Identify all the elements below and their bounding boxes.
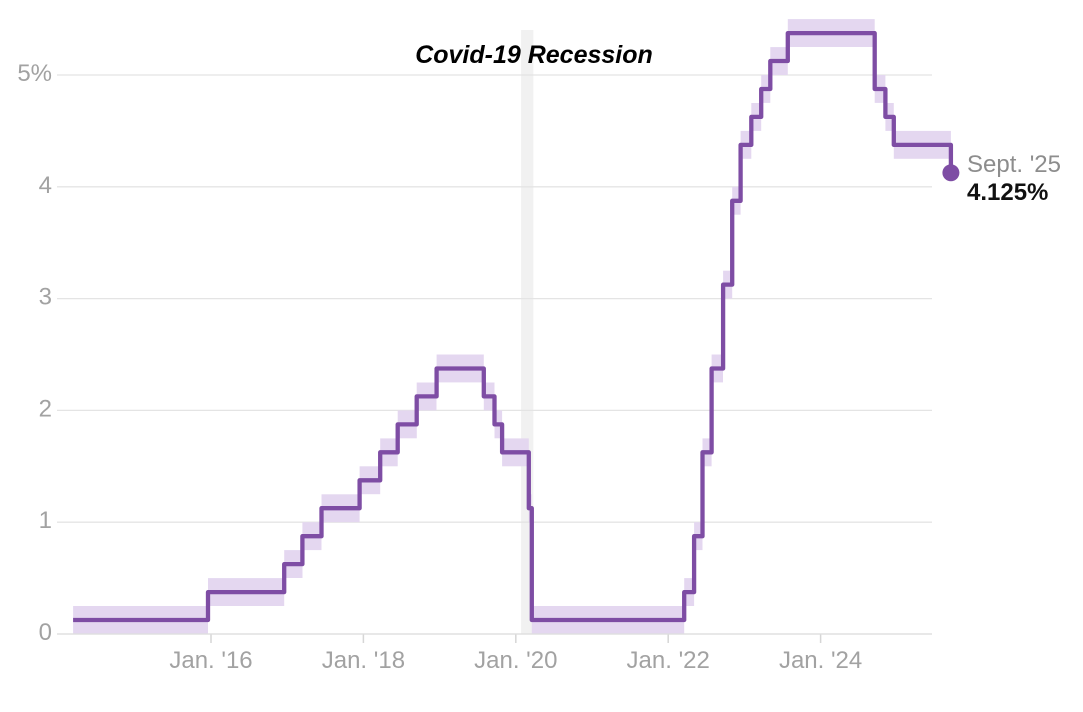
y-axis-label-1: 1 — [39, 507, 52, 534]
latest-value-date: Sept. '25 — [967, 151, 1061, 178]
x-axis-label-2024: Jan. '24 — [779, 647, 862, 674]
x-axis-label-2018: Jan. '18 — [322, 647, 405, 674]
y-axis-label-3: 3 — [39, 284, 52, 311]
y-axis-label-0: 0 — [39, 619, 52, 646]
y-axis-label-4: 4 — [39, 172, 52, 199]
x-axis-label-2016: Jan. '16 — [169, 647, 252, 674]
x-axis-label-2020: Jan. '20 — [474, 647, 557, 674]
rate-step-line — [73, 30, 954, 623]
latest-value-dot — [942, 164, 960, 182]
recession-annotation: Covid-19 Recession — [415, 41, 653, 69]
latest-value-number: 4.125% — [967, 179, 1049, 206]
latest-value-label: Sept. '25 4.125% — [967, 151, 1061, 207]
y-axis-label-2: 2 — [39, 395, 52, 422]
y-axis-label-5: 5% — [17, 60, 52, 87]
x-axis-label-2022: Jan. '22 — [627, 647, 710, 674]
